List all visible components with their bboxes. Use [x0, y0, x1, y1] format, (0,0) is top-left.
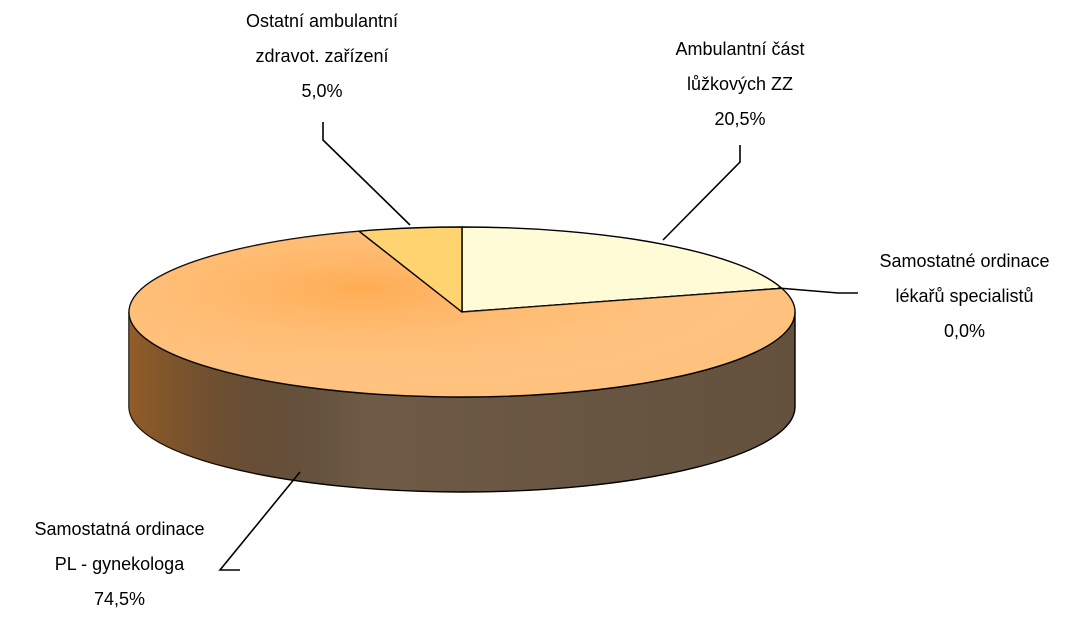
slice-label: Ambulantní část lůžkových ZZ 20,5%: [660, 32, 820, 137]
slice-shade: [129, 231, 795, 397]
leader-line: [777, 287, 858, 294]
slice: [358, 226, 463, 313]
value-label: 5,0%: [301, 81, 343, 101]
slice-label: Samostatná ordinace PL - gynekologa 74,5…: [22, 512, 217, 617]
slice-label: Samostatné ordinace lékařů specialistů 0…: [862, 244, 1067, 349]
value-label: 0,0%: [943, 321, 986, 341]
category-label: Samostatné ordinace lékařů specialistů: [879, 251, 1050, 306]
leader-line: [218, 471, 301, 571]
value-label: 20,5%: [714, 109, 766, 129]
slice-label: Ostatní ambulantní zdravot. zařízení 5,0…: [232, 4, 412, 109]
side-shade: [129, 312, 795, 492]
leader-line: [322, 122, 411, 226]
value-label: 74,5%: [93, 589, 146, 609]
category-label: Samostatná ordinace PL - gynekologa: [34, 519, 205, 574]
slice: [461, 226, 783, 313]
category-label: Ambulantní část lůžkových ZZ: [675, 39, 805, 94]
leader-line: [662, 145, 741, 241]
category-label: Ostatní ambulantní zdravot. zařízení: [245, 11, 399, 66]
